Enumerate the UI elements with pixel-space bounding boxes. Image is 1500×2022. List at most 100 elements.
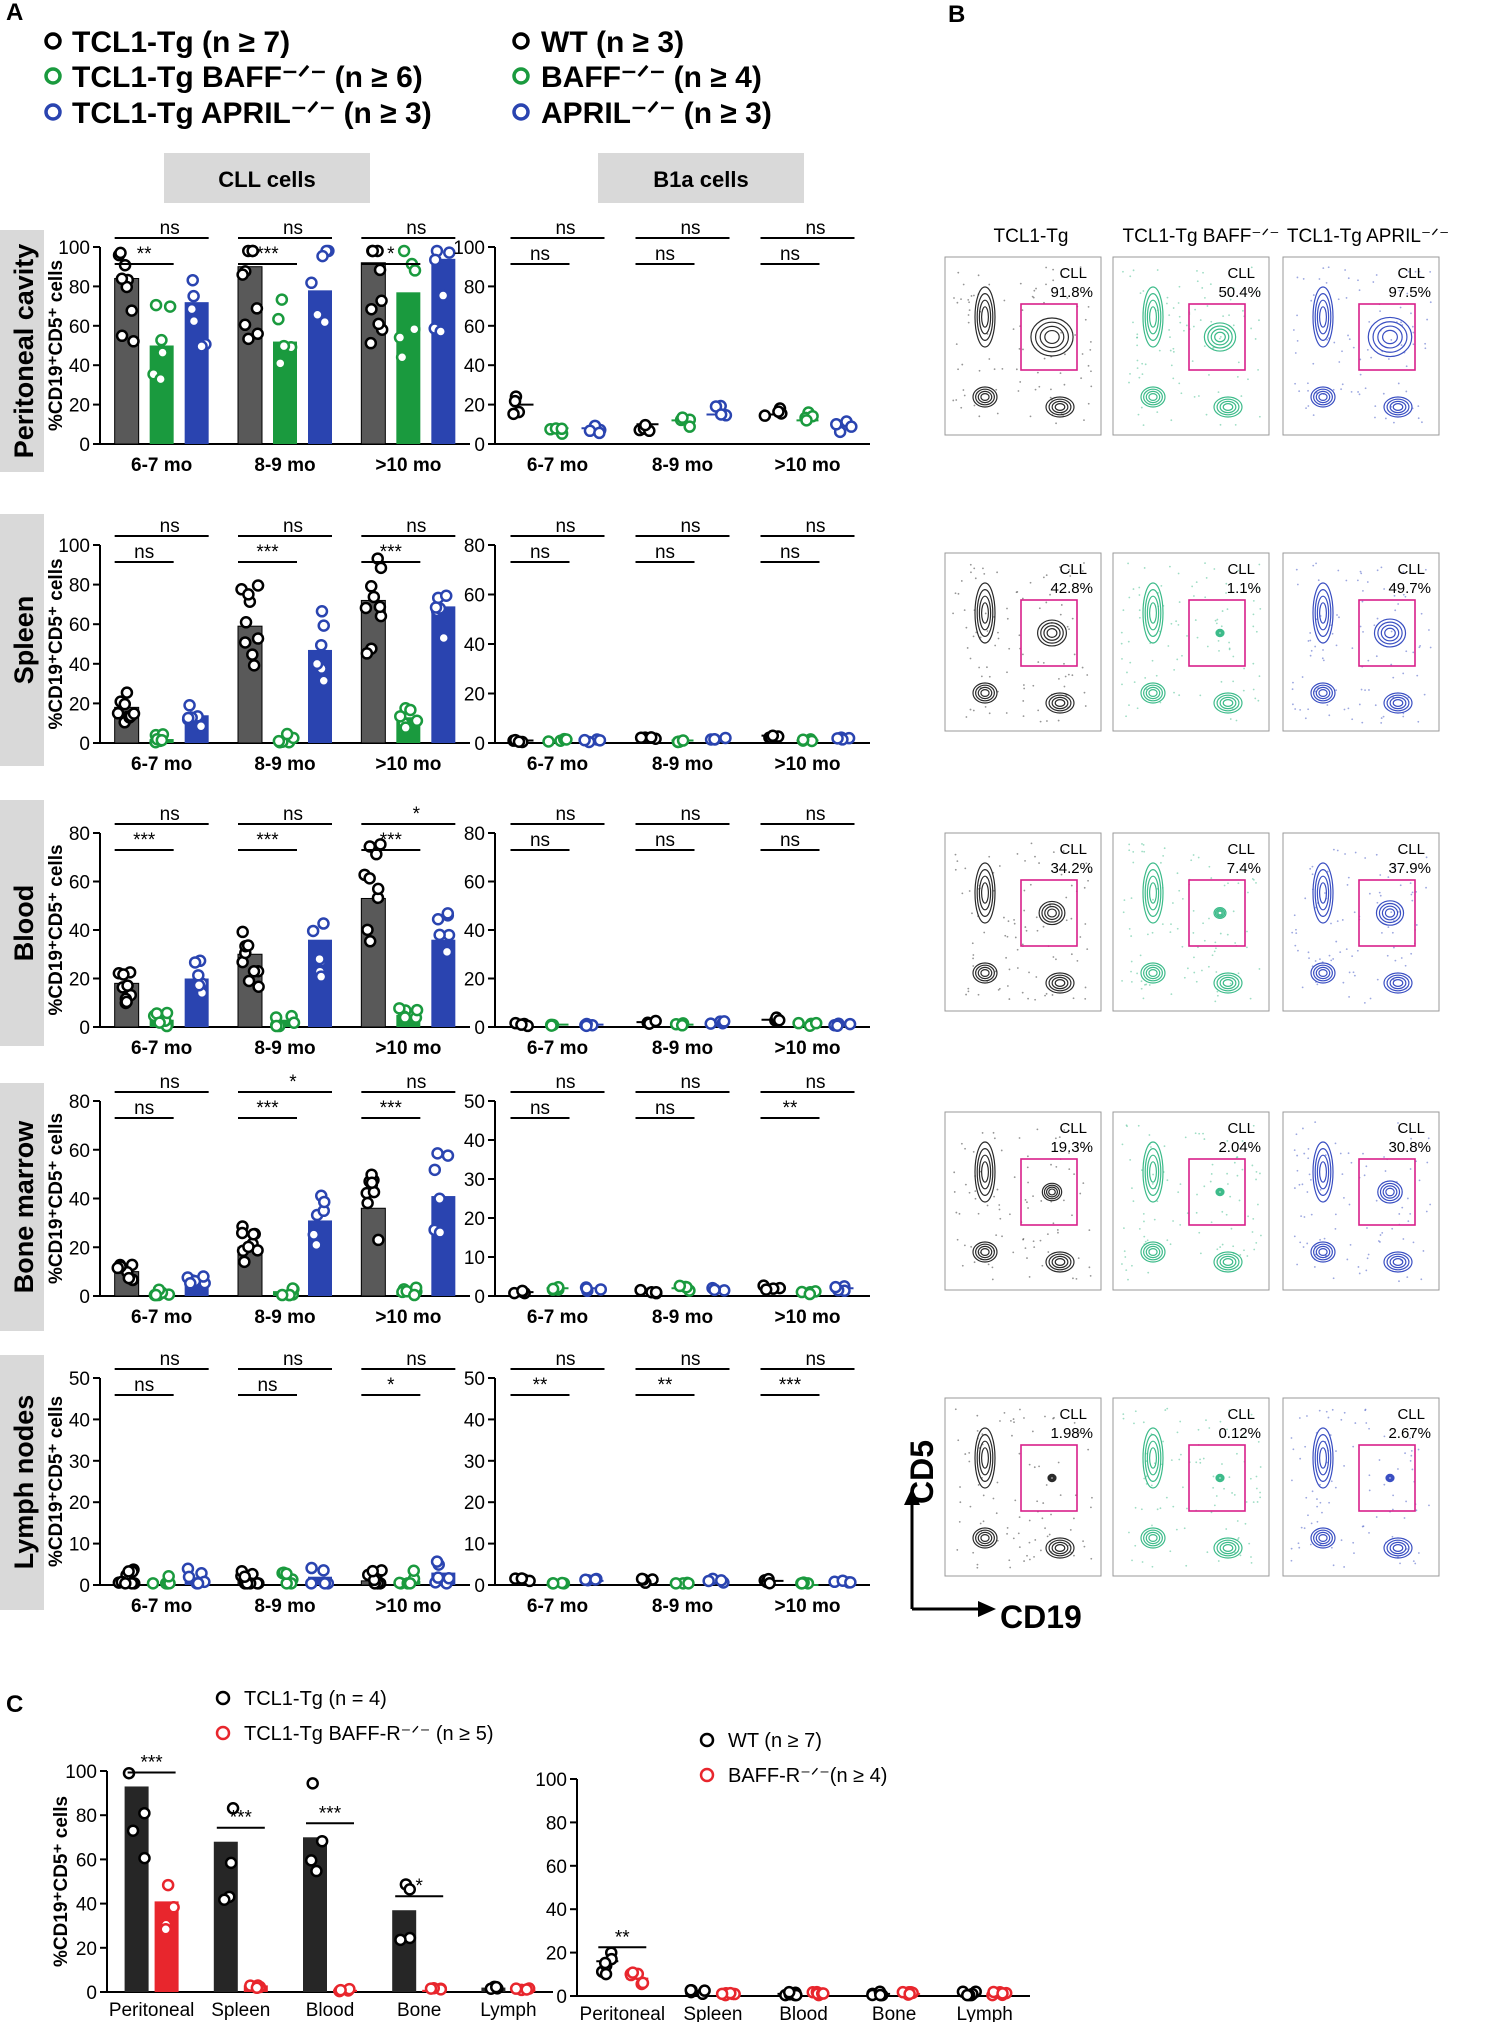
flow-event [1023, 1560, 1025, 1562]
x-tick-label: 6-7 mo [131, 1038, 192, 1059]
data-point [183, 699, 196, 712]
flow-event [963, 394, 966, 397]
flow-event [1225, 1528, 1228, 1530]
flow-event [1392, 1494, 1395, 1497]
flow-event [1298, 1417, 1301, 1419]
flow-event [1079, 936, 1082, 938]
sig-label-far: ns [805, 1072, 825, 1093]
flow-event [1064, 353, 1066, 356]
cll-percent: 37.9% [1388, 860, 1431, 877]
flow-event [1310, 1213, 1313, 1216]
flow-event [1141, 373, 1144, 376]
c-sig-label: * [415, 1876, 423, 1897]
flow-event [1045, 601, 1048, 604]
flow-event [1290, 1547, 1293, 1550]
flow-event [1393, 594, 1396, 597]
flow-event [1196, 270, 1198, 272]
flow-event [1029, 415, 1032, 418]
data-point [676, 734, 690, 747]
flow-event [1138, 616, 1141, 619]
flow-contour [1216, 1539, 1240, 1557]
flow-event [1364, 1409, 1367, 1412]
flow-event [1192, 325, 1195, 328]
flow-event [1326, 704, 1329, 706]
flow-event [1001, 367, 1004, 370]
data-point [317, 1564, 330, 1577]
flow-event [1128, 843, 1131, 846]
flow-event [1315, 562, 1317, 565]
flow-event [1411, 1468, 1414, 1471]
flow-event [1032, 684, 1035, 687]
flow-contour [980, 602, 989, 624]
sig-label-far: ns [555, 516, 575, 537]
flow-event [1139, 292, 1142, 295]
y-tick-label: 40 [464, 1131, 485, 1152]
flow-event [1033, 1555, 1035, 1558]
flow-event [1053, 1416, 1055, 1419]
data-point [546, 1282, 560, 1296]
flow-event [1170, 993, 1173, 996]
flow-event [1150, 1484, 1153, 1487]
flow-event [980, 675, 983, 678]
c-x-tick-label-word: Lymph [480, 2000, 536, 2021]
data-point [395, 350, 409, 364]
data-point [149, 1288, 163, 1302]
cll-gate [1188, 879, 1246, 947]
flow-event [1063, 662, 1065, 665]
flow-event [1317, 579, 1320, 582]
data-point [560, 733, 573, 746]
data-point [719, 731, 732, 745]
flow-event [1228, 641, 1230, 644]
flow-event [1142, 1421, 1145, 1424]
flow-contour [1310, 1527, 1336, 1549]
flow-event [972, 954, 975, 956]
flow-event [1062, 850, 1065, 852]
flow-event [983, 931, 986, 934]
flow-event [1022, 348, 1024, 351]
flow-event [1252, 599, 1255, 602]
flow-event [1311, 873, 1314, 876]
y-tick-label: 40 [464, 1410, 485, 1431]
flow-event [1350, 1161, 1353, 1164]
sig-label-near: *** [256, 542, 279, 563]
flow-event [1159, 701, 1162, 704]
y-tick-label: 50 [69, 1369, 90, 1390]
flow-event [1077, 1257, 1080, 1259]
flow-event [1125, 715, 1127, 718]
flow-event [1217, 1560, 1220, 1562]
flow-event [1252, 1501, 1255, 1503]
data-point [155, 333, 168, 347]
flow-contour [976, 1147, 994, 1196]
legend-label-baff: BAFF⁻ᐟ⁻ (n ≥ 4) [541, 61, 762, 94]
flow-event [1086, 948, 1089, 951]
flow-event [1310, 299, 1313, 302]
flow-event [1249, 1477, 1252, 1480]
flow-event [1326, 338, 1329, 341]
x-tick-label: 8-9 mo [254, 1038, 315, 1059]
flow-event [1368, 1474, 1371, 1477]
data-point [115, 329, 129, 343]
flow-event [1366, 1227, 1368, 1229]
flow-event [1021, 309, 1024, 312]
y-tick-label: 40 [69, 655, 90, 676]
flow-event [1330, 1480, 1333, 1483]
flow-event [1254, 697, 1257, 700]
flow-event [1237, 361, 1240, 364]
flow-event [1141, 1561, 1144, 1563]
y-tick-label: 50 [464, 1369, 485, 1390]
sig-label-near: ns [780, 542, 800, 563]
flow-event [1087, 364, 1090, 367]
flow-event [1407, 1220, 1410, 1223]
flow-event [1183, 976, 1186, 979]
flow-event [1013, 1176, 1016, 1179]
flow-contour [1216, 1253, 1240, 1271]
flow-event [1417, 1448, 1420, 1451]
data-point [315, 605, 329, 618]
flow-event [981, 1433, 984, 1436]
flow-event [1306, 382, 1309, 385]
flow-event [1373, 624, 1376, 627]
flow-event [1056, 293, 1059, 296]
